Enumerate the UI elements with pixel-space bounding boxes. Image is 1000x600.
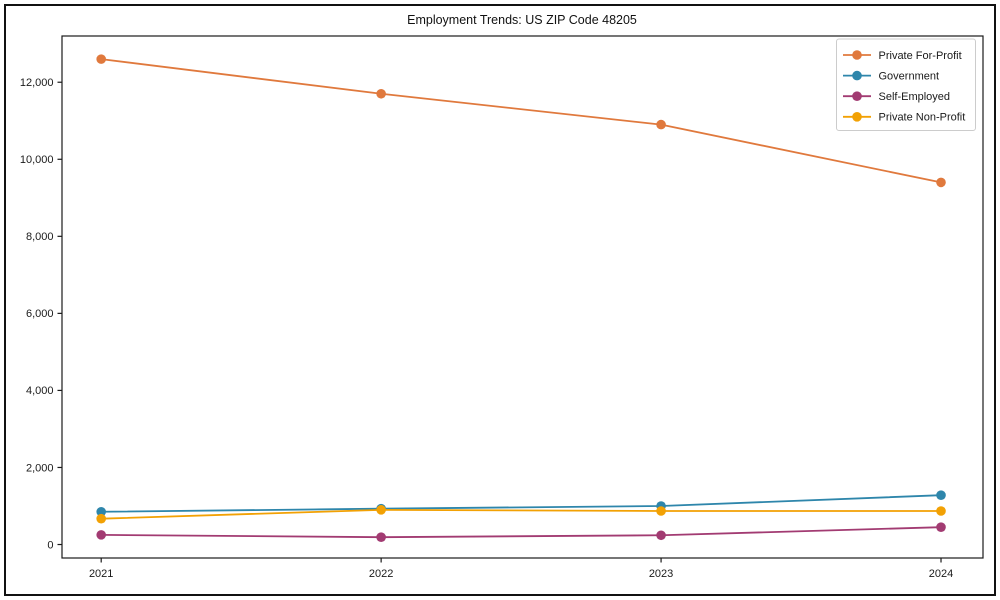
data-point-self-employed [936, 522, 946, 532]
legend-box [836, 38, 976, 131]
series-line-private-for-profit [101, 58, 942, 184]
plot-area-border [61, 35, 984, 559]
y-tick-label: 4,000 [26, 385, 54, 397]
y-tick-label: 8,000 [26, 231, 54, 243]
y-tick-label: 0 [47, 539, 53, 551]
data-point-self-employed [376, 532, 386, 542]
y-tick-label: 6,000 [26, 308, 54, 320]
data-point-private-non-profit [376, 505, 386, 515]
legend: Private For-Profit Government Self-Employe… [836, 38, 976, 131]
data-point-private-non-profit [656, 506, 666, 516]
data-point-government [96, 506, 106, 517]
series-lines [96, 54, 946, 542]
legend-label-private-non-profit: Private Non-Profit [879, 112, 966, 124]
series-line-government [101, 494, 942, 513]
legend-marker [852, 91, 862, 101]
data-point-private-for-profit [96, 54, 106, 64]
axes: 0 2,000 4,000 6,000 8,000 10,000 12,000 2021 202… [20, 35, 984, 580]
x-tick-label: 2023 [649, 568, 673, 580]
data-point-private-non-profit [96, 513, 106, 524]
data-point-self-employed [96, 530, 106, 540]
y-tick-label: 10,000 [20, 154, 54, 166]
data-point-private-for-profit [936, 177, 946, 188]
y-tick-label: 2,000 [26, 462, 54, 474]
y-tick-label: 12,000 [20, 77, 54, 89]
data-point-government [936, 490, 946, 501]
data-point-private-for-profit [656, 119, 666, 130]
legend-label-self-employed: Self-Employed [879, 91, 951, 103]
legend-marker [852, 112, 862, 122]
legend-label-government: Government [879, 70, 940, 82]
x-tick-label: 2022 [369, 568, 393, 580]
legend-marker [852, 50, 862, 60]
x-tick-label: 2024 [929, 568, 953, 580]
x-tick-label: 2021 [89, 568, 113, 580]
series-line-private-non-profit [101, 508, 942, 520]
legend-marker [852, 70, 862, 81]
data-point-private-non-profit [936, 506, 946, 516]
data-point-private-for-profit [376, 88, 386, 99]
series-line-self-employed [101, 526, 942, 539]
legend-label-private-for-profit: Private For-Profit [879, 50, 962, 62]
chart-title: Employment Trends: US ZIP Code 48205 [407, 13, 637, 27]
data-point-self-employed [656, 530, 666, 541]
